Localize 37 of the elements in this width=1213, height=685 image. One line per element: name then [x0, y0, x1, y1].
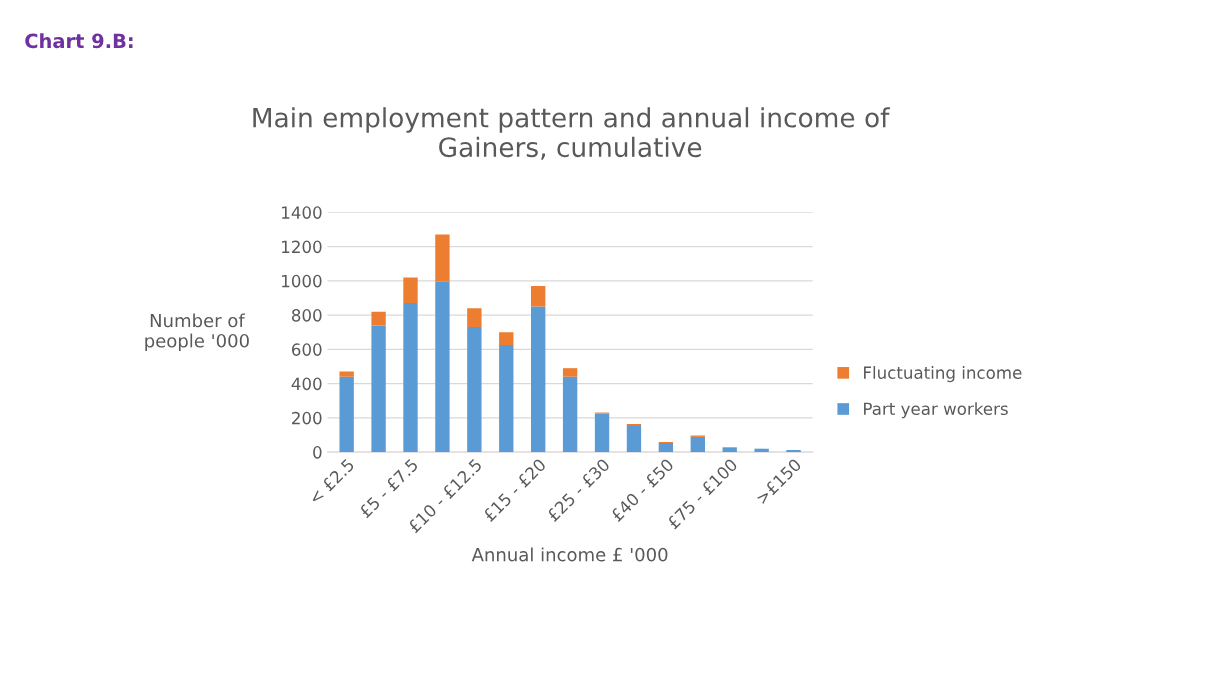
bar [722, 447, 737, 453]
legend-label: Fluctuating income [864, 366, 1022, 383]
y-axis-title: Number of people '000 [145, 313, 249, 352]
chart-title: Main employment pattern and annual income of Gainers, cumulative [253, 107, 890, 160]
bar [371, 311, 386, 326]
bar [403, 303, 418, 453]
bar [467, 327, 482, 453]
bar [467, 308, 482, 328]
legend-label: Part year workers [864, 402, 1008, 419]
bar [658, 443, 674, 453]
bar [531, 285, 546, 307]
bar [339, 371, 354, 377]
bar [626, 425, 642, 453]
y-tick-label: 1400 [282, 206, 322, 219]
y-tick-label: 800 [291, 309, 322, 322]
y-tick-label: 600 [292, 343, 322, 356]
bar [562, 376, 578, 453]
bar [339, 376, 354, 453]
bar [435, 281, 450, 453]
bar [371, 325, 386, 453]
x-axis-title: Annual income £ '000 [471, 547, 668, 562]
bar [403, 277, 418, 304]
bar [531, 306, 546, 453]
bar [594, 413, 610, 453]
y-tick-label: 0 [313, 446, 322, 459]
bar [562, 368, 578, 377]
bar [435, 234, 450, 282]
bar [690, 436, 705, 453]
bar [754, 448, 769, 453]
y-tick-label: 400 [291, 377, 322, 391]
caption: Chart 9.B: [25, 33, 133, 49]
y-tick-label: 1000 [282, 274, 322, 288]
y-tick-label: 200 [292, 411, 322, 425]
bar [786, 450, 801, 453]
bar [499, 332, 514, 346]
y-tick-label: 1200 [282, 240, 322, 254]
bar [499, 345, 514, 453]
